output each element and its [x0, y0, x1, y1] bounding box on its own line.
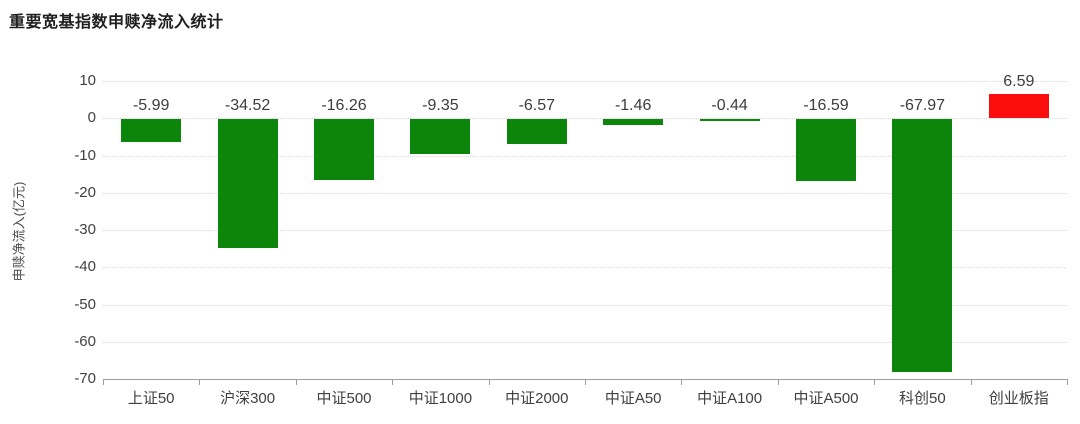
y-tick-label: -40 — [74, 258, 96, 276]
chart-title: 重要宽基指数申赎净流入统计 — [9, 14, 224, 31]
bar — [892, 119, 953, 373]
x-category-label: 中证2000 — [505, 390, 569, 407]
x-category-label: 上证50 — [127, 390, 175, 407]
bar — [121, 119, 182, 142]
bar — [699, 119, 760, 121]
x-axis-tick — [681, 379, 683, 385]
x-category-label: 中证A50 — [604, 390, 662, 407]
x-axis-tick — [295, 379, 297, 385]
y-tick-label: 10 — [79, 72, 96, 89]
y-tick-label: -70 — [74, 370, 96, 387]
x-axis-tick — [1067, 379, 1068, 385]
bar — [796, 119, 856, 182]
bar-value-label: -5.99 — [132, 97, 170, 115]
bar — [988, 93, 1049, 119]
y-tick-label: -20 — [74, 183, 96, 201]
x-axis-tick — [199, 379, 201, 385]
bar-value-label: 6.59 — [1003, 72, 1035, 90]
y-tick-label: 0 — [87, 109, 96, 127]
y-axis-tick-labels: 10 0 -10 -20 -30 -40 -50 -60 -70 — [0, 0, 96, 424]
bar-value-label: -34.52 — [224, 97, 271, 115]
bar-value-label: -67.97 — [899, 97, 946, 115]
x-category-label: 科创50 — [899, 390, 946, 407]
x-axis-tick — [777, 379, 779, 385]
y-gridline — [103, 155, 1067, 157]
plot-area: -5.99 -34.52 -16.26 -9.35 -6.57 -1.46 -0.44 -16… — [103, 73, 1068, 385]
bar-value-label: -16.26 — [321, 97, 367, 115]
y-tick-label: -10 — [74, 146, 96, 164]
y-gridline — [103, 304, 1067, 306]
x-category-label: 中证A500 — [793, 390, 859, 407]
bar-value-label: -16.59 — [803, 97, 849, 115]
x-axis-tick — [585, 379, 586, 385]
x-axis-tick — [970, 379, 972, 385]
bar — [410, 119, 471, 155]
bar — [217, 119, 278, 248]
y-gridline — [103, 118, 1067, 120]
bar — [603, 119, 664, 125]
x-category-label: 中证1000 — [408, 390, 473, 407]
x-category-label: 中证A100 — [697, 390, 763, 407]
x-axis-tick — [488, 379, 490, 385]
y-gridline — [103, 192, 1067, 194]
y-tick-label: -30 — [74, 221, 96, 238]
x-axis-tick — [103, 379, 104, 385]
bar — [506, 119, 567, 144]
x-category-label: 中证500 — [316, 390, 372, 407]
x-category-label: 创业板指 — [988, 390, 1049, 407]
x-category-label: 沪深300 — [220, 390, 276, 407]
y-gridline — [103, 81, 1067, 82]
x-axis-tick — [392, 379, 394, 385]
y-tick-label: -50 — [74, 295, 96, 313]
x-axis-tick — [874, 379, 876, 385]
bar-value-label: -0.44 — [711, 97, 748, 115]
bar — [314, 119, 374, 180]
y-gridline — [103, 341, 1067, 343]
bar-value-label: -1.46 — [614, 97, 652, 115]
bar-value-label: -6.57 — [518, 97, 556, 115]
y-tick-label: -60 — [74, 332, 96, 350]
bar-value-label: -9.35 — [422, 97, 459, 115]
y-gridline — [103, 267, 1067, 269]
y-gridline — [103, 230, 1067, 231]
